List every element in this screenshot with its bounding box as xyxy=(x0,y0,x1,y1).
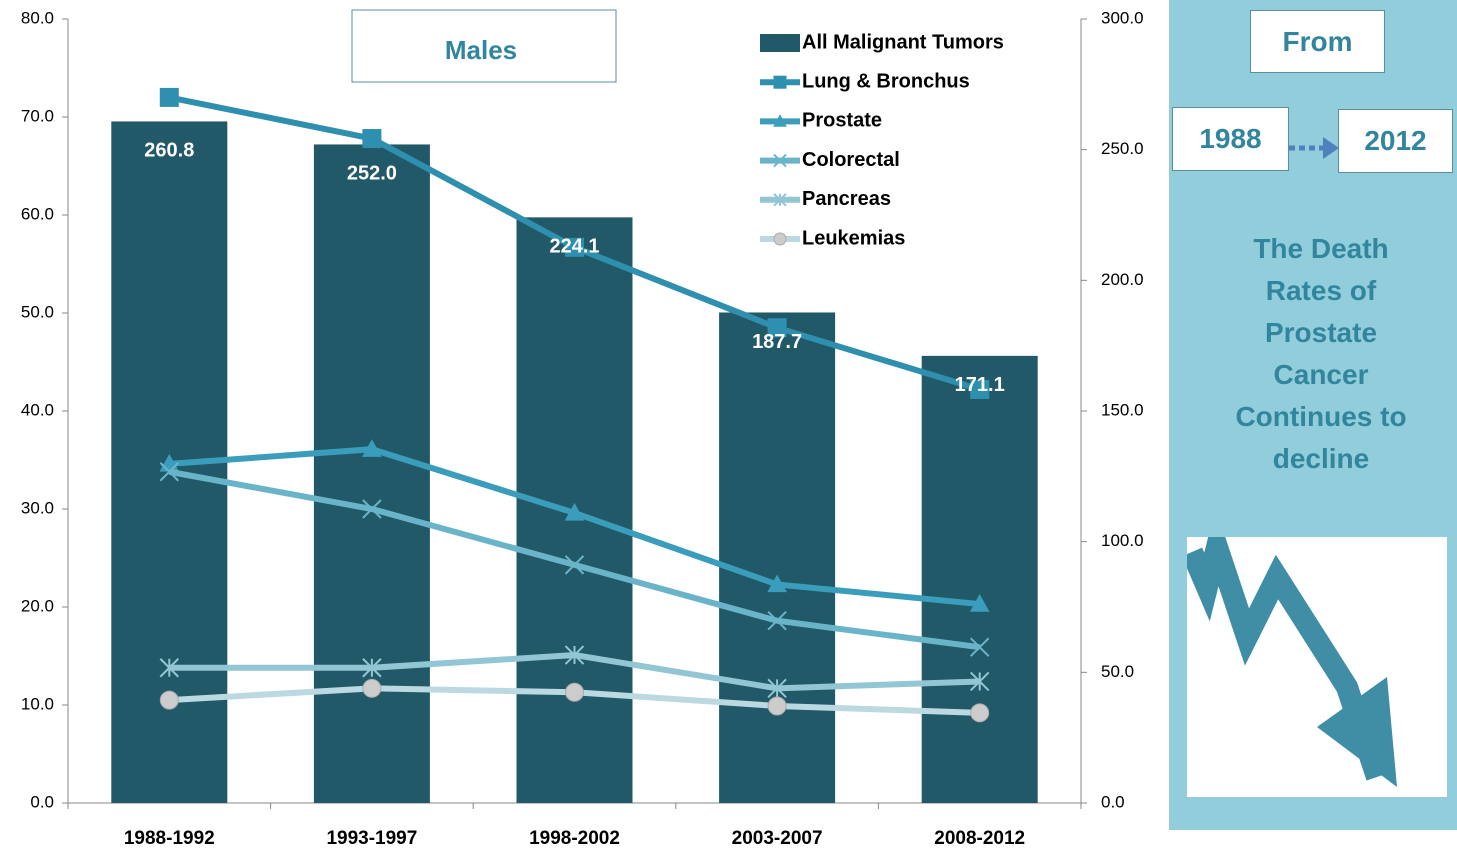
bar-value-label: 224.1 xyxy=(549,236,599,258)
marker xyxy=(768,697,786,715)
y-tick-label: 50.0 xyxy=(21,302,54,321)
marker xyxy=(160,88,178,106)
bar-value-label: 260.8 xyxy=(144,140,194,162)
y2-tick-label: 300.0 xyxy=(1101,8,1144,27)
y2-tick-label: 0.0 xyxy=(1101,792,1125,811)
heading: From xyxy=(1250,10,1385,73)
start-year: 1988 xyxy=(1172,107,1289,171)
bar xyxy=(719,312,835,803)
marker xyxy=(971,704,989,722)
legend-label: Pancreas xyxy=(802,188,891,210)
bar xyxy=(922,356,1038,803)
x-tick-label: 1988-1992 xyxy=(124,828,215,849)
bar xyxy=(314,144,430,803)
sidebar: From 1988 2012 The Death Rates of Prosta… xyxy=(1169,0,1457,830)
y-tick-label: 10.0 xyxy=(21,694,54,713)
bar-value-label: 252.0 xyxy=(347,163,397,185)
page: {"chart_data": {"type": "line", "annotat… xyxy=(0,0,1457,857)
marker xyxy=(774,76,786,88)
legend-label: Prostate xyxy=(802,110,882,132)
legend-swatch xyxy=(760,34,800,52)
legend-label: Colorectal xyxy=(802,149,900,171)
bar-value-label: 171.1 xyxy=(955,374,1005,396)
legend-label: Lung & Bronchus xyxy=(802,70,970,92)
marker xyxy=(566,683,584,701)
marker xyxy=(363,130,381,148)
y-tick-label: 70.0 xyxy=(21,106,54,125)
y2-tick-label: 50.0 xyxy=(1101,662,1134,681)
legend-label: All Malignant Tumors xyxy=(802,31,1004,53)
end-year: 2012 xyxy=(1338,109,1453,173)
marker xyxy=(774,233,786,245)
y2-tick-label: 150.0 xyxy=(1101,400,1144,419)
marker xyxy=(363,679,381,697)
decline-image xyxy=(1187,537,1447,797)
x-tick-label: 1993-1997 xyxy=(326,828,417,849)
chart: Males 0.0 10.0 20.0 30.0 40.0 50.0 60.0 70.0 80.… xyxy=(0,0,1169,857)
y-tick-label: 0.0 xyxy=(30,792,54,811)
x-tick-label: 2003-2007 xyxy=(732,828,823,849)
marker xyxy=(160,691,178,709)
bar-value-label: 187.7 xyxy=(752,331,802,353)
y-tick-label: 30.0 xyxy=(21,498,54,517)
y2-tick-label: 100.0 xyxy=(1101,531,1144,550)
y-tick-label: 40.0 xyxy=(21,400,54,419)
legend-label: Leukemias xyxy=(802,227,905,249)
arrow xyxy=(1285,134,1345,164)
y-tick-label: 60.0 xyxy=(21,204,54,223)
y2-tick-label: 250.0 xyxy=(1101,139,1144,158)
y2-tick-label: 200.0 xyxy=(1101,270,1144,289)
x-tick-label: 2008-2012 xyxy=(934,828,1025,849)
y-tick-label: 20.0 xyxy=(21,596,54,615)
y-tick-label: 80.0 xyxy=(21,8,54,27)
x-tick-label: 1998-2002 xyxy=(529,828,620,849)
message: The Death Rates of Prostate Cancer Conti… xyxy=(1221,228,1421,480)
annotation: Males xyxy=(445,35,517,65)
